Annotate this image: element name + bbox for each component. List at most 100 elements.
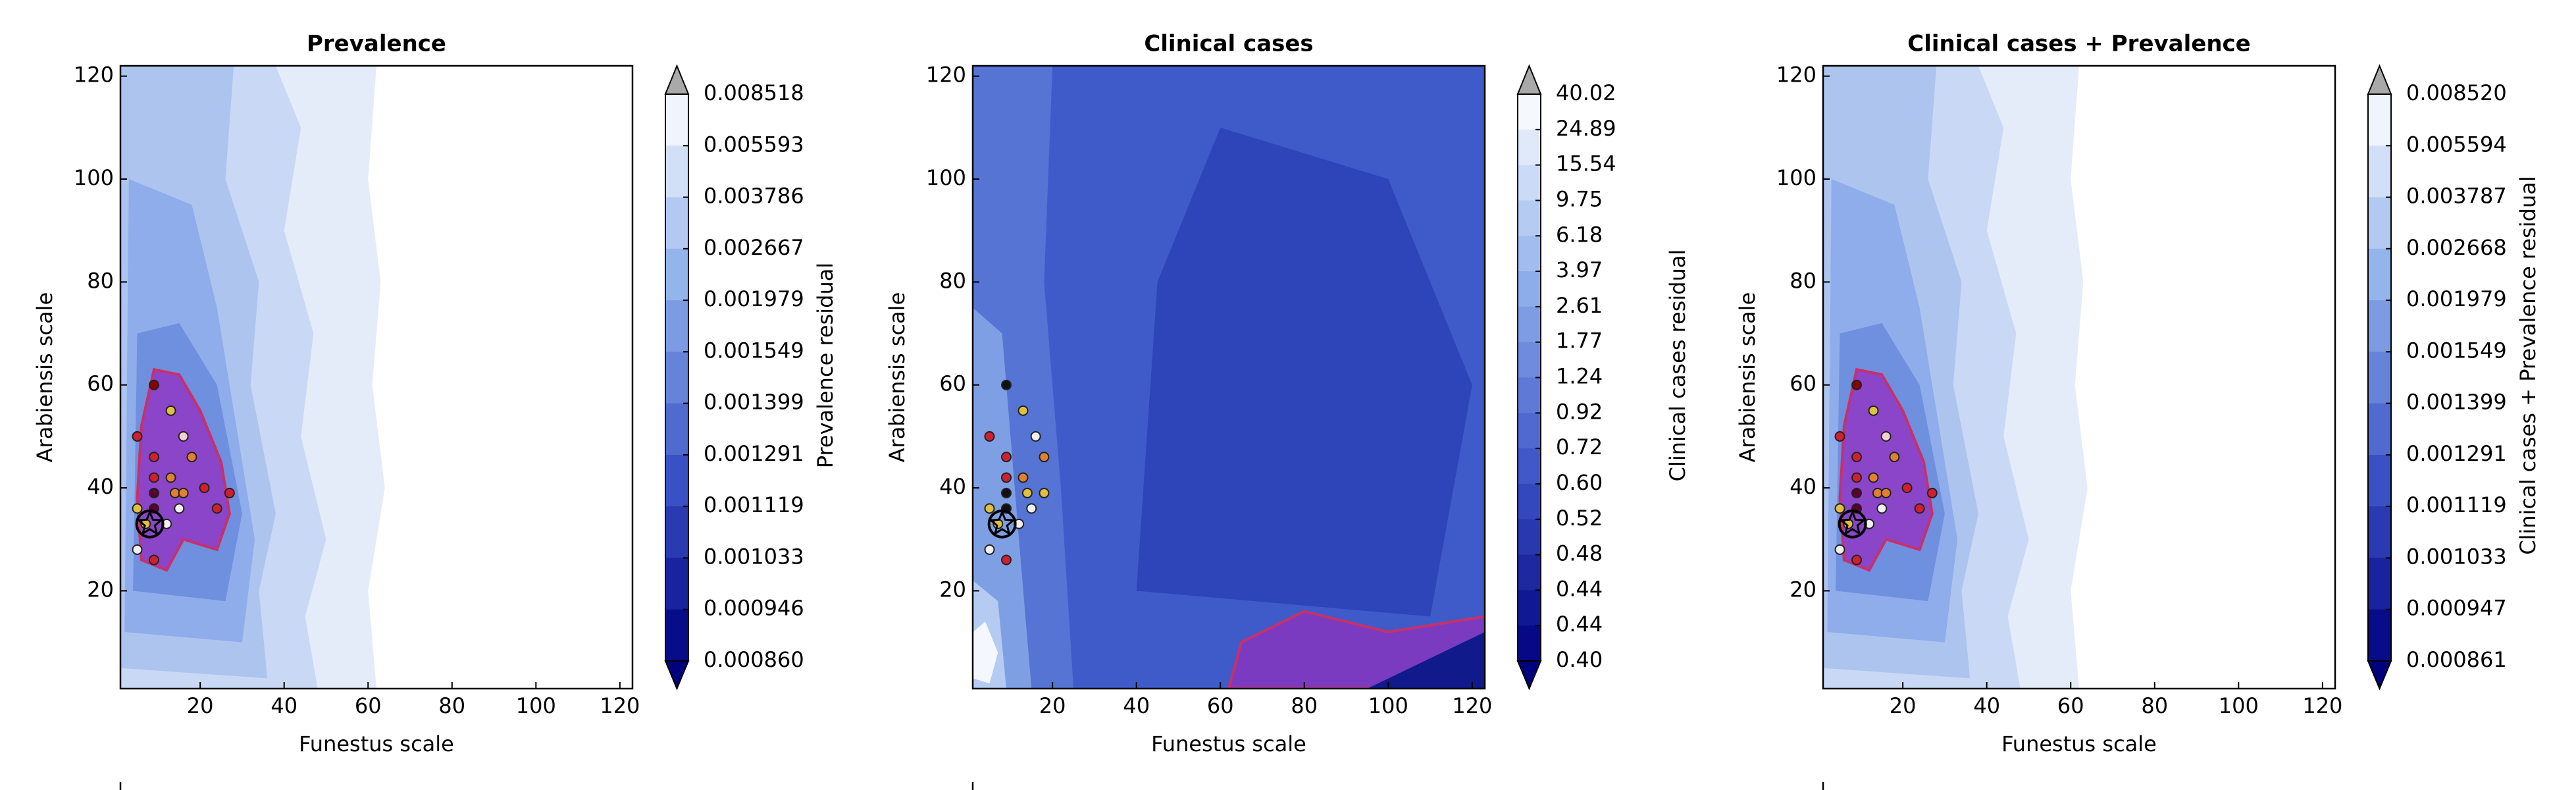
panel: 20 40 60 80 100 120 20 40 60 80 100 120 Clinical cas… [885, 31, 1690, 790]
scatter-point [1868, 472, 1879, 483]
scatter-point [1026, 503, 1037, 514]
y-tick-label: 100 [926, 165, 966, 190]
colorbar-tick-label: 0.008518 [704, 80, 804, 105]
colorbar-tick-label: 24.89 [1556, 116, 1616, 141]
scatter-point [149, 379, 160, 390]
colorbar-tick-label: 0.002668 [2406, 235, 2507, 260]
colorbar-band [1518, 271, 1541, 307]
colorbar-tick-label: 0.44 [1556, 612, 1603, 637]
colorbar-band [1518, 342, 1541, 378]
y-tick-label: 60 [1790, 371, 1816, 396]
colorbar-tick-label: 0.001399 [704, 390, 804, 415]
scatter-point [224, 487, 235, 498]
star-marker [1838, 509, 1867, 536]
chart-title: Clinical cases [1144, 31, 1313, 57]
colorbar-tick-label: 0.003787 [2406, 184, 2507, 209]
scatter-point [1001, 379, 1012, 390]
x-tick-label: 120 [1452, 693, 1492, 718]
colorbar-band [2368, 609, 2391, 662]
x-axis-label: Funestus scale [299, 731, 454, 756]
scatter-point [1018, 472, 1029, 483]
star-marker [988, 509, 1016, 536]
scatter-point [1901, 483, 1913, 494]
colorbar-band [1518, 129, 1541, 166]
colorbar-extend-top [1516, 64, 1542, 95]
scatter-point [174, 503, 185, 514]
colorbar-band [665, 403, 688, 456]
x-tick-label: 80 [1291, 693, 1318, 718]
colorbar-band [2368, 558, 2391, 610]
scatter-point [984, 503, 995, 514]
colorbar-tick-label: 0.001979 [704, 286, 804, 311]
scatter-point [1018, 405, 1029, 416]
colorbar-band [2368, 300, 2391, 352]
x-tick-label: 120 [600, 693, 640, 718]
colorbar-tick-label: 0.000946 [704, 596, 804, 621]
scatter-point [149, 452, 160, 463]
scatter-point [1030, 431, 1041, 442]
colorbar-tick-label: 0.005594 [2406, 132, 2507, 157]
colorbar-tick-label: 0.92 [1556, 399, 1603, 424]
scatter-point [199, 483, 210, 494]
colorbar-band [1518, 554, 1541, 591]
y-tick-label: 120 [1776, 63, 1816, 88]
scatter-point [1834, 544, 1845, 555]
colorbar-tick-label: 0.001119 [704, 492, 804, 517]
colorbar-tick-label: 0.001291 [704, 441, 804, 466]
colorbar-tick-label: 0.60 [1556, 470, 1603, 495]
colorbar-extend-bottom [2367, 660, 2392, 691]
colorbar-tick-label: 0.40 [1556, 647, 1603, 672]
colorbar-band [665, 248, 688, 301]
colorbar-band [1518, 377, 1541, 413]
y-tick-label: 120 [74, 63, 114, 88]
scatter-point [165, 405, 176, 416]
colorbar-tick-label: 0.000860 [704, 647, 804, 672]
colorbar-tick-label: 0.005593 [704, 132, 804, 157]
plot-frame [119, 65, 634, 690]
scatter-point [1851, 452, 1863, 463]
colorbar-tick-label: 0.003786 [704, 184, 804, 209]
colorbar-band [2368, 248, 2391, 301]
x-tick-label: 60 [355, 693, 382, 718]
x-tick-label: 120 [2302, 693, 2342, 718]
colorbar-tick-label: 0.44 [1556, 576, 1603, 601]
colorbar-tick-label: 15.54 [1556, 151, 1616, 176]
x-tick-label: 40 [1123, 693, 1150, 718]
colorbar-band [1518, 94, 1541, 130]
y-tick-label: 100 [1776, 165, 1816, 190]
scatter-point [149, 487, 160, 498]
scatter-point [1851, 487, 1863, 498]
colorbar-label: Clinical cases + Prevalence residual [2515, 176, 2540, 554]
colorbar-label: Prevalence residual [813, 263, 838, 469]
scatter-point [1914, 503, 1925, 514]
y-axis-label: Arabiensis scale [885, 292, 910, 463]
scatter-point [1001, 452, 1012, 463]
panel: 20 40 60 80 100 120 20 40 60 80 100 120 Clinical cas… [1735, 31, 2540, 790]
y-tick-label: 80 [939, 268, 966, 293]
colorbar-band [665, 300, 688, 352]
scatter-point [149, 554, 160, 566]
scatter-point [1021, 487, 1033, 498]
scatter-point [1851, 554, 1863, 566]
chart-title: Clinical cases + Prevalence [1907, 31, 2251, 57]
x-tick-label: 100 [1368, 693, 1408, 718]
colorbar-frame [665, 93, 689, 662]
scatter-point [1868, 405, 1879, 416]
colorbar-tick-label: 0.000947 [2406, 596, 2507, 621]
scatter-point [132, 431, 143, 442]
colorbar-band [665, 609, 688, 662]
y-tick-label: 40 [939, 474, 966, 499]
x-tick-label: 40 [270, 693, 297, 718]
x-tick-label: 80 [438, 693, 465, 718]
colorbar-frame [2367, 93, 2392, 662]
colorbar-extend-top [2367, 64, 2392, 95]
scatter-point [211, 503, 222, 514]
chart-title: Prevalence [307, 31, 446, 57]
contour-field [120, 66, 632, 689]
x-tick-label: 20 [187, 693, 214, 718]
colorbar-band [665, 352, 688, 404]
scatter-point [1834, 431, 1845, 442]
x-tick-label: 40 [1973, 693, 2000, 718]
x-tick-label: 60 [1207, 693, 1234, 718]
x-tick-label: 20 [1890, 693, 1917, 718]
